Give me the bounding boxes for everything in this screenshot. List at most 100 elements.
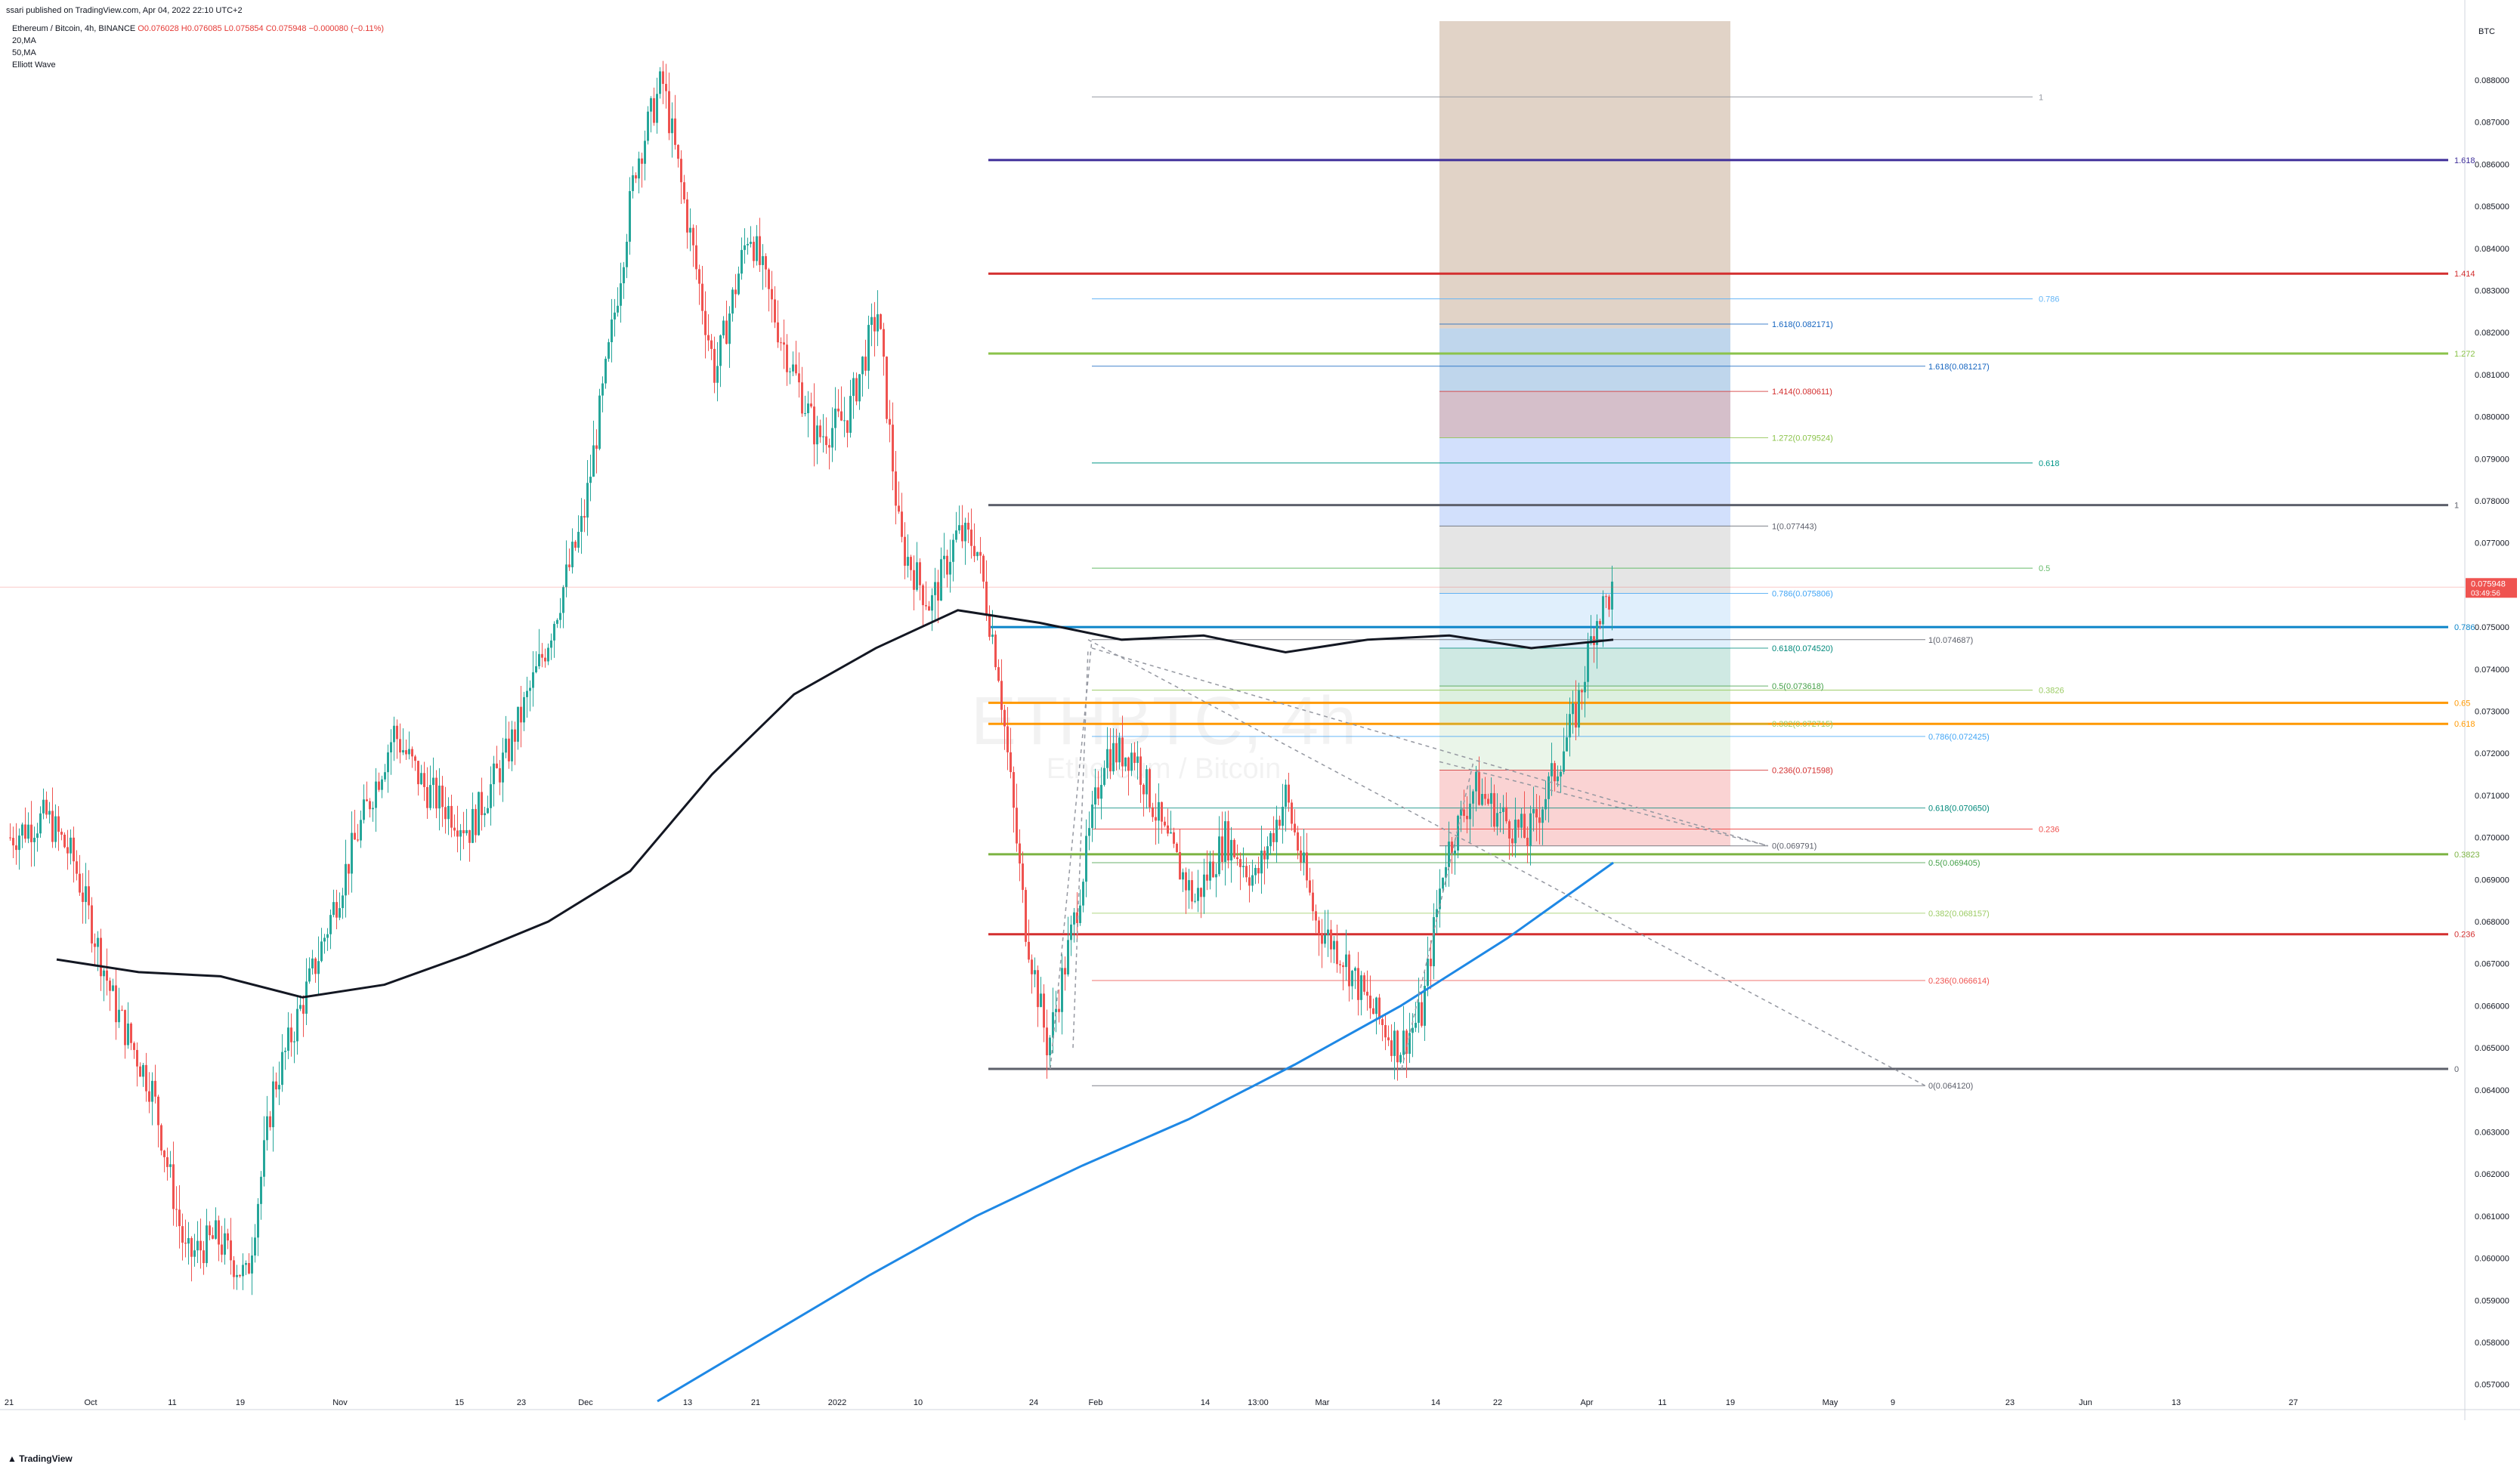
candle-body [1541,809,1544,823]
indicator-ma50[interactable]: 50,MA [12,48,36,57]
candle-body [880,313,882,329]
candle-body [765,256,767,270]
candle-body [1257,868,1260,874]
candle-body [771,289,773,300]
candle-body [1396,1030,1399,1063]
footer-brand[interactable]: ▲ TradingView [8,1453,73,1465]
candle-body [209,1225,211,1236]
fib-major-label: 0.618 [2454,720,2475,729]
candle-body [931,595,933,611]
candle-body [203,1250,205,1264]
candle-body [1451,842,1453,854]
candle-body [1215,874,1217,878]
candle-body [1263,851,1266,860]
candle-body [1064,968,1066,974]
candle-body [251,1255,253,1274]
candle-body [1097,787,1099,799]
candle-body [994,635,997,668]
candle-body [1003,709,1006,727]
candle-body [1049,1037,1051,1056]
candle-body [190,1237,193,1257]
fib-labels: 1.618 1.414 1.272 1 0.786 0.65 0.618 0.3823 0.23… [1772,93,2480,1091]
candle-body [384,772,386,780]
candle-body [154,1080,156,1097]
zone-blue [1439,437,1730,527]
candle-body [795,364,797,374]
candle-body [1152,807,1154,817]
candle-body [792,364,794,372]
candle-body [913,570,915,590]
ma-black-line [56,609,1614,999]
candle-body [1475,771,1477,792]
candle-body [744,245,746,250]
candle-body [1230,839,1232,861]
candle-body [889,418,891,425]
candle-body [855,378,858,402]
candle-body [139,1066,141,1077]
candle-body [1511,839,1514,844]
candle-body [1596,621,1598,645]
candle-body [1200,888,1202,897]
fib-box-label: 1(0.074687) [1928,636,1973,645]
candle-body [88,886,90,906]
candle-body [589,477,592,483]
candle-body [411,749,413,757]
candle-body [1529,813,1532,847]
published-line: ssari published on TradingView.com, Apr … [6,6,243,15]
candle-body [870,317,873,326]
candle-body [1526,838,1529,847]
candle-body [892,425,894,472]
candle-body [1560,771,1562,777]
candle-body [1013,772,1015,808]
candle-body [1339,964,1341,965]
candle-body [326,934,329,938]
candle-body [212,1235,214,1239]
candle-body [934,582,936,595]
candle-body [716,366,719,383]
candle-body [284,1050,286,1052]
candle-body [1227,821,1229,861]
candle-body [317,961,320,974]
candle-body [1427,959,1429,987]
indicator-ma20[interactable]: 20,MA [12,36,36,45]
candle-body [1354,968,1356,971]
candle-body [1375,997,1377,1015]
time-tick-label: Jun [2079,1398,2092,1407]
candle-body [1315,911,1317,921]
price-tick-label: 0.085000 [2475,202,2509,212]
candle-body [423,773,425,787]
fib-major-label: 0 [2454,1065,2459,1074]
zone-pale-green [1439,724,1730,771]
candle-body [299,1005,301,1009]
candle-body [163,1150,165,1157]
candle-body [1611,581,1613,610]
price-tick-label: 0.079000 [2475,455,2509,464]
candle-body [1121,737,1124,767]
candle-body [1136,756,1139,763]
elliott-wave-dashed-line [1072,647,1089,1049]
candle-body [1496,813,1498,827]
symbol-line[interactable]: Ethereum / Bitcoin, 4h, BINANCE O0.07602… [12,23,384,35]
candle-body [810,403,812,407]
candle-body [1517,820,1520,828]
fib-box-label: 0.5(0.069405) [1928,859,1980,868]
candle-body [1188,880,1190,891]
candle-body [142,1064,144,1077]
candle-body [1085,835,1087,882]
candle-body [849,396,852,433]
candle-body [172,1164,175,1209]
candle-body [608,342,610,359]
indicator-elliott-wave[interactable]: Elliott Wave [12,60,56,69]
candle-body [883,329,885,357]
candle-body [873,317,876,332]
candle-body [762,256,764,265]
candle-body [595,445,598,449]
price-tick-label: 0.059000 [2475,1296,2509,1305]
candle-body [363,799,365,820]
candle-body [387,752,389,773]
candle-body [671,118,673,134]
candle-body [94,943,96,947]
candle-body [393,725,395,743]
candle-body [475,808,477,835]
